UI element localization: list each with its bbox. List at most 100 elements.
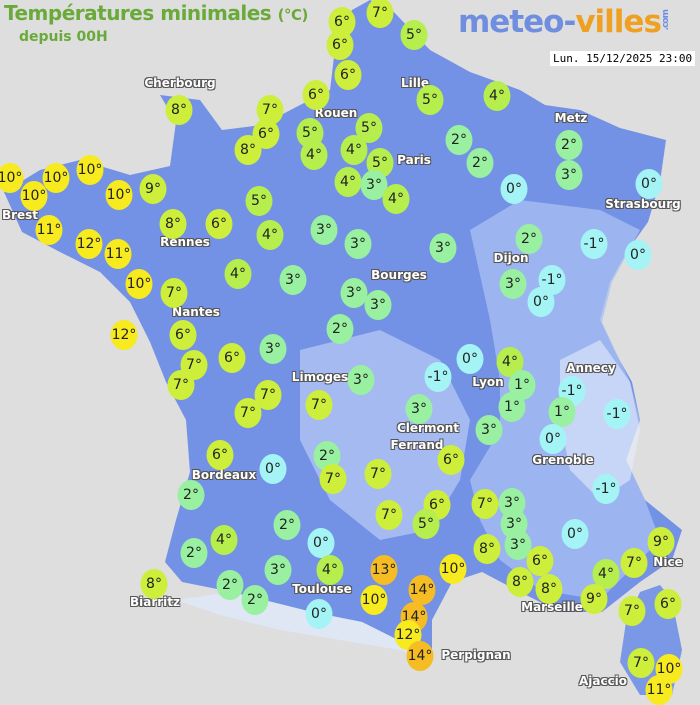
temperature-marker[interactable]: 4° bbox=[256, 220, 284, 250]
meteo-villes-logo[interactable]: meteo-villes.com bbox=[458, 4, 671, 40]
temperature-marker[interactable]: 10° bbox=[20, 181, 48, 211]
temperature-marker[interactable]: 6° bbox=[218, 343, 246, 373]
temperature-marker[interactable]: 3° bbox=[429, 233, 457, 263]
temperature-marker[interactable]: 3° bbox=[555, 160, 583, 190]
temperature-marker[interactable]: 6° bbox=[326, 30, 354, 60]
temperature-marker[interactable]: 7° bbox=[366, 0, 394, 28]
temperature-marker[interactable]: 6° bbox=[437, 445, 465, 475]
temperature-marker[interactable]: 14° bbox=[408, 575, 436, 605]
temperature-marker[interactable]: 6° bbox=[334, 60, 362, 90]
temperature-marker[interactable]: 3° bbox=[344, 229, 372, 259]
temperature-marker[interactable]: 13° bbox=[370, 555, 398, 585]
temperature-marker[interactable]: 8° bbox=[165, 95, 193, 125]
temperature-marker[interactable]: 7° bbox=[375, 500, 403, 530]
temperature-marker[interactable]: -1° bbox=[592, 474, 620, 504]
temperature-marker[interactable]: 11° bbox=[35, 215, 63, 245]
temperature-marker[interactable]: 0° bbox=[307, 528, 335, 558]
temperature-marker[interactable]: 5° bbox=[245, 186, 273, 216]
temperature-marker[interactable]: 8° bbox=[234, 135, 262, 165]
temperature-marker[interactable]: 0° bbox=[624, 240, 652, 270]
temperature-marker[interactable]: 3° bbox=[405, 394, 433, 424]
temperature-marker[interactable]: 11° bbox=[645, 675, 673, 705]
temperature-marker[interactable]: 5° bbox=[355, 113, 383, 143]
temperature-marker[interactable]: 3° bbox=[259, 334, 287, 364]
temperature-marker[interactable]: 3° bbox=[347, 365, 375, 395]
temperature-marker[interactable]: 0° bbox=[305, 599, 333, 629]
temperature-marker[interactable]: 0° bbox=[539, 424, 567, 454]
temperature-marker[interactable]: 2° bbox=[515, 224, 543, 254]
temperature-marker[interactable]: 7° bbox=[471, 489, 499, 519]
temperature-marker[interactable]: 3° bbox=[340, 278, 368, 308]
temperature-marker[interactable]: 2° bbox=[241, 585, 269, 615]
temperature-marker[interactable]: 2° bbox=[273, 510, 301, 540]
temperature-marker[interactable]: 2° bbox=[177, 480, 205, 510]
temperature-marker[interactable]: 0° bbox=[500, 174, 528, 204]
temperature-marker[interactable]: 10° bbox=[125, 269, 153, 299]
temperature-marker[interactable]: 4° bbox=[334, 167, 362, 197]
temperature-marker[interactable]: 4° bbox=[224, 259, 252, 289]
temperature-marker[interactable]: 2° bbox=[180, 538, 208, 568]
temperature-marker[interactable]: 7° bbox=[254, 380, 282, 410]
temperature-marker[interactable]: 2° bbox=[466, 148, 494, 178]
temperature-marker[interactable]: 3° bbox=[310, 215, 338, 245]
temperature-marker[interactable]: 7° bbox=[364, 459, 392, 489]
temperature-marker[interactable]: 2° bbox=[445, 125, 473, 155]
temperature-marker[interactable]: 4° bbox=[316, 555, 344, 585]
temperature-marker[interactable]: 9° bbox=[647, 527, 675, 557]
temperature-marker[interactable]: 4° bbox=[340, 135, 368, 165]
temperature-marker[interactable]: 4° bbox=[300, 140, 328, 170]
temperature-marker[interactable]: 12° bbox=[110, 320, 138, 350]
temperature-marker[interactable]: 5° bbox=[416, 85, 444, 115]
temperature-marker[interactable]: 4° bbox=[592, 559, 620, 589]
temperature-marker[interactable]: 11° bbox=[104, 239, 132, 269]
temperature-marker[interactable]: 7° bbox=[160, 278, 188, 308]
temperature-marker[interactable]: 0° bbox=[456, 344, 484, 374]
temperature-marker[interactable]: 0° bbox=[527, 287, 555, 317]
temperature-marker[interactable]: 6° bbox=[169, 320, 197, 350]
temperature-marker[interactable]: 7° bbox=[319, 464, 347, 494]
temperature-marker[interactable]: 6° bbox=[206, 440, 234, 470]
temperature-marker[interactable]: 1° bbox=[548, 397, 576, 427]
temperature-marker[interactable]: 9° bbox=[139, 174, 167, 204]
temperature-marker[interactable]: 1° bbox=[498, 392, 526, 422]
temperature-marker[interactable]: 10° bbox=[0, 163, 24, 193]
temperature-marker[interactable]: 14° bbox=[406, 641, 434, 671]
temperature-marker[interactable]: 6° bbox=[526, 546, 554, 576]
temperature-marker[interactable]: 10° bbox=[360, 585, 388, 615]
temperature-marker[interactable]: -1° bbox=[580, 229, 608, 259]
temperature-marker[interactable]: 6° bbox=[654, 589, 682, 619]
temperature-marker[interactable]: 2° bbox=[326, 314, 354, 344]
temperature-marker[interactable]: 7° bbox=[234, 398, 262, 428]
temperature-marker[interactable]: 10° bbox=[439, 554, 467, 584]
temperature-marker[interactable]: 7° bbox=[627, 648, 655, 678]
temperature-marker[interactable]: 10° bbox=[42, 163, 70, 193]
temperature-marker[interactable]: 2° bbox=[555, 130, 583, 160]
temperature-marker[interactable]: 8° bbox=[535, 574, 563, 604]
temperature-marker[interactable]: 7° bbox=[167, 370, 195, 400]
temperature-marker[interactable]: 0° bbox=[635, 169, 663, 199]
temperature-marker[interactable]: 10° bbox=[105, 180, 133, 210]
temperature-marker[interactable]: 9° bbox=[580, 584, 608, 614]
temperature-marker[interactable]: 3° bbox=[475, 415, 503, 445]
temperature-marker[interactable]: 4° bbox=[483, 81, 511, 111]
temperature-marker[interactable]: 3° bbox=[264, 555, 292, 585]
temperature-marker[interactable]: 7° bbox=[620, 548, 648, 578]
temperature-marker[interactable]: 2° bbox=[216, 570, 244, 600]
temperature-marker[interactable]: 8° bbox=[473, 534, 501, 564]
temperature-marker[interactable]: 10° bbox=[76, 155, 104, 185]
temperature-marker[interactable]: 3° bbox=[364, 290, 392, 320]
temperature-marker[interactable]: 5° bbox=[400, 20, 428, 50]
temperature-marker[interactable]: 3° bbox=[279, 265, 307, 295]
temperature-marker[interactable]: 7° bbox=[618, 596, 646, 626]
temperature-marker[interactable]: 8° bbox=[506, 567, 534, 597]
temperature-marker[interactable]: 8° bbox=[140, 569, 168, 599]
temperature-marker[interactable]: -1° bbox=[603, 399, 631, 429]
temperature-marker[interactable]: 3° bbox=[499, 269, 527, 299]
temperature-marker[interactable]: 4° bbox=[210, 525, 238, 555]
temperature-marker[interactable]: 12° bbox=[75, 229, 103, 259]
temperature-marker[interactable]: 8° bbox=[159, 209, 187, 239]
temperature-marker[interactable]: 5° bbox=[412, 509, 440, 539]
temperature-marker[interactable]: -1° bbox=[424, 362, 452, 392]
temperature-marker[interactable]: 7° bbox=[305, 390, 333, 420]
temperature-marker[interactable]: 6° bbox=[205, 209, 233, 239]
